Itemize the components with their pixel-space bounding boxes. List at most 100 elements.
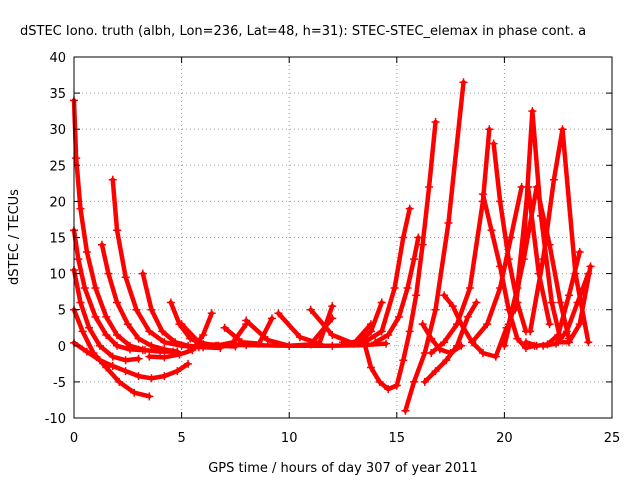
data-point (412, 291, 421, 300)
data-point (496, 262, 505, 271)
data-point (431, 117, 440, 126)
series-trace-34 (555, 264, 593, 345)
data-point (328, 330, 337, 339)
data-point (532, 182, 541, 191)
data-point (242, 316, 251, 325)
data-point (160, 338, 169, 347)
data-point (382, 339, 391, 348)
data-point (360, 338, 369, 347)
data-point (564, 338, 573, 347)
y-tick-label: 40 (49, 51, 66, 66)
data-point (418, 320, 427, 329)
data-point (263, 336, 272, 345)
data-point (121, 367, 130, 376)
data-point (72, 154, 81, 163)
data-point (377, 327, 386, 336)
x-tick-label: 25 (604, 431, 621, 446)
data-point (513, 334, 522, 343)
data-point (558, 125, 567, 134)
data-point (414, 233, 423, 242)
data-point (207, 309, 216, 318)
data-point (145, 392, 154, 401)
x-tick-label: 5 (177, 431, 185, 446)
y-tick-label: 15 (49, 232, 66, 247)
data-point (573, 298, 582, 307)
data-point (95, 341, 104, 350)
data-point (545, 320, 554, 329)
data-point (375, 377, 384, 386)
data-point (145, 352, 154, 361)
data-point (435, 345, 444, 354)
data-point (74, 255, 83, 264)
data-point (113, 341, 122, 350)
data-point (465, 284, 474, 293)
data-point (97, 240, 106, 249)
data-point (134, 372, 143, 381)
data-point (95, 356, 104, 365)
data-point (123, 320, 132, 329)
data-point (403, 284, 412, 293)
data-point (448, 302, 457, 311)
data-point (166, 298, 175, 307)
data-point (562, 327, 571, 336)
data-point (158, 327, 167, 336)
data-point (427, 334, 436, 343)
data-point (130, 388, 139, 397)
data-point (78, 327, 87, 336)
data-point (104, 269, 113, 278)
data-point (459, 78, 468, 87)
data-point (85, 323, 94, 332)
data-point (539, 255, 548, 264)
data-point (472, 298, 481, 307)
data-point (431, 367, 440, 376)
data-point (489, 139, 498, 148)
data-point (575, 320, 584, 329)
y-tick-label: 10 (49, 268, 66, 283)
data-point (80, 284, 89, 293)
data-point (175, 350, 184, 359)
data-point (401, 406, 410, 415)
y-tick-label: -5 (53, 376, 66, 391)
data-point (425, 182, 434, 191)
plot-frame (73, 56, 613, 419)
x-axis-label: GPS time / hours of day 307 of year 2011 (208, 461, 478, 476)
data-point (242, 341, 251, 350)
data-point (457, 341, 466, 350)
data-point (420, 377, 429, 386)
data-point (134, 354, 143, 363)
data-point (556, 298, 565, 307)
data-point (285, 341, 294, 350)
series-trace-32 (527, 126, 591, 345)
data-point (410, 377, 419, 386)
data-point (506, 233, 515, 242)
data-point (184, 359, 193, 368)
data-point (478, 349, 487, 358)
x-tick-label: 20 (496, 431, 513, 446)
data-point (524, 182, 533, 191)
data-point (491, 352, 500, 361)
data-point (339, 338, 347, 347)
data-point (199, 330, 208, 339)
data-point (418, 240, 427, 249)
data-point (188, 346, 197, 355)
data-point (366, 363, 375, 372)
data-point (405, 327, 414, 336)
y-tick-label: 20 (49, 195, 66, 210)
data-point (328, 341, 337, 350)
data-point (399, 356, 408, 365)
data-point (199, 340, 208, 349)
data-point (108, 362, 117, 371)
data-point (405, 204, 414, 213)
data-point (220, 323, 229, 332)
data-point (539, 341, 548, 350)
data-point (366, 327, 375, 336)
data-point (177, 320, 186, 329)
data-point (171, 338, 180, 347)
data-point (145, 327, 154, 336)
data-point (463, 312, 472, 321)
data-point (82, 347, 91, 356)
data-point (500, 341, 509, 350)
y-tick-label: 5 (58, 304, 66, 319)
data-point (584, 269, 593, 278)
data-point (528, 107, 537, 116)
